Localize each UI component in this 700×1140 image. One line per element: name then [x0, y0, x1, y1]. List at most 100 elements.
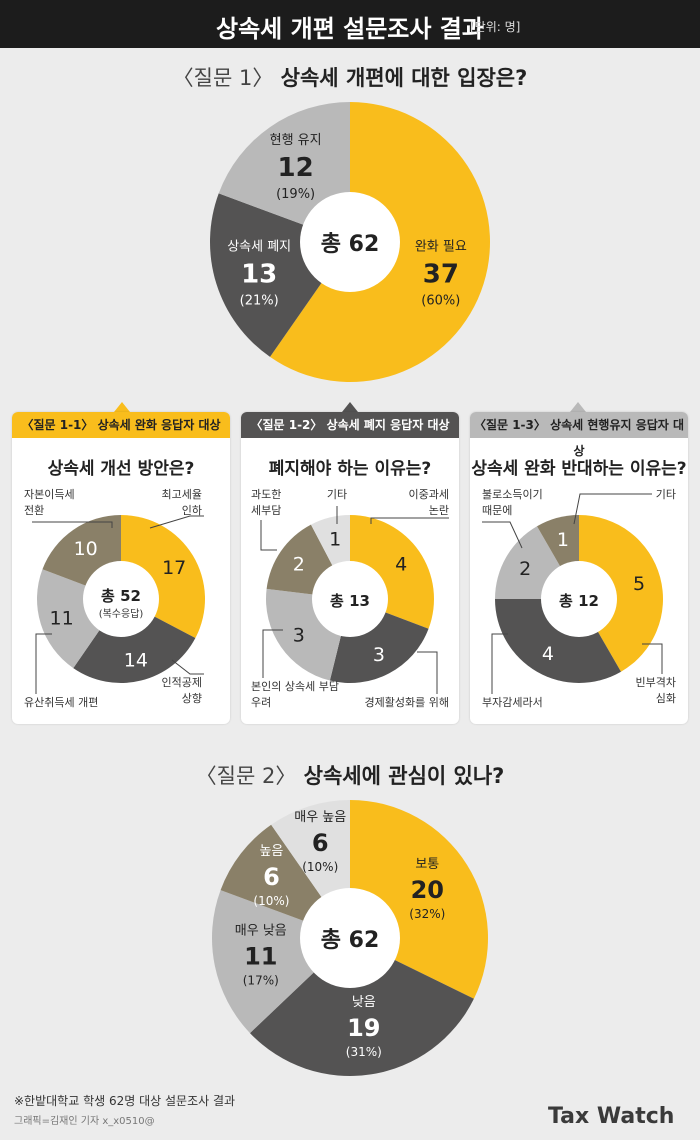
slice-label: 보통 — [415, 857, 439, 872]
outside-label: 빈부격차 — [636, 676, 676, 689]
leader-line — [32, 521, 113, 528]
q1-prefix: 〈질문 1〉 — [172, 66, 274, 90]
outside-label: 과도한 — [251, 488, 281, 501]
slice-value: 2 — [519, 558, 531, 580]
slice-percent: (21%) — [240, 293, 279, 308]
pie-slice — [73, 599, 196, 683]
leader-line — [417, 651, 438, 694]
q1-pie-chart: 완화 필요 37 (60%) 상속세 폐지 13 (21%) 현행 유지 12 (19%) 총 6… — [210, 102, 490, 383]
slice-value: 3 — [293, 624, 305, 646]
outside-label: 상향 — [182, 692, 202, 705]
outside-label: 인하 — [182, 503, 202, 517]
pie-hole — [83, 561, 159, 637]
slice-percent: (17%) — [243, 973, 279, 987]
slice-label: 매우 높음 — [294, 810, 346, 825]
center-total: 총 13 — [330, 592, 370, 610]
outside-label: 우려 — [251, 696, 271, 709]
slice-value: 2 — [293, 554, 305, 576]
credit: 그래픽=김재인 기자 x_x0510@ — [14, 1116, 155, 1127]
unit-label: [단위: 명] — [470, 20, 521, 34]
q1-center-total: 총 62 — [321, 232, 380, 257]
slice-label: 완화 필요 — [415, 239, 467, 254]
outside-label: 유산취득세 개편 — [24, 696, 98, 709]
center-total: 총 12 — [559, 592, 599, 610]
outside-label: 인적공제 — [162, 676, 202, 689]
slice-value: 4 — [542, 643, 554, 665]
leader-line — [370, 517, 449, 524]
outside-label: 세부담 — [251, 504, 281, 517]
center-sub: (복수응답) — [99, 608, 144, 620]
pie-slice — [579, 515, 663, 672]
leader-line — [491, 633, 508, 694]
slice-value: 19 — [347, 1014, 380, 1042]
slice-value: 6 — [312, 829, 329, 857]
outside-label: 논란 — [429, 504, 449, 517]
outside-label: 전환 — [24, 504, 44, 517]
pie-hole — [300, 192, 400, 292]
card-q1-2-title: 폐지해야 하는 이유는? — [268, 459, 432, 479]
card-q1-1-title: 상속세 개선 방안은? — [47, 459, 195, 479]
pie-hole — [541, 561, 617, 637]
outside-label: 불로소득이기 — [482, 488, 543, 501]
outside-label: 때문에 — [482, 504, 512, 517]
card-q1-2-header: 〈질문 1-2〉 상속세 폐지 응답자 대상 — [241, 412, 459, 438]
slice-value: 11 — [50, 607, 74, 629]
slice-value: 1 — [557, 529, 569, 551]
q2-prefix: 〈질문 2〉 — [195, 764, 297, 788]
slice-value: 14 — [124, 649, 148, 671]
leader-line — [171, 659, 204, 675]
slice-value: 5 — [633, 573, 645, 595]
leader-line — [35, 633, 52, 694]
outside-label: 이중과세 — [409, 488, 449, 501]
leader-line — [260, 520, 277, 551]
slice-value: 17 — [162, 557, 186, 579]
slice-value: 1 — [329, 529, 341, 551]
slice-percent: (10%) — [253, 894, 289, 908]
outside-label: 경제활성화를 위해 — [365, 695, 449, 709]
slice-value: 3 — [373, 644, 385, 666]
card2-pointer — [342, 402, 358, 412]
slice-value: 10 — [74, 538, 98, 560]
leader-line — [149, 515, 204, 529]
outside-label: 심화 — [656, 692, 676, 705]
slice-percent: (31%) — [346, 1045, 382, 1059]
slice-label: 높음 — [259, 844, 283, 859]
title-bar: 상속세 개편 설문조사 결과 [단위: 명] — [0, 0, 700, 48]
slice-percent: (60%) — [421, 293, 460, 308]
leader-line — [482, 521, 523, 549]
slice-value: 12 — [278, 153, 314, 183]
slice-value: 20 — [411, 876, 444, 904]
outside-label: 최고세율 — [162, 488, 202, 501]
card1-pointer — [114, 402, 130, 412]
pie-slice — [249, 938, 474, 1076]
slice-label: 상속세 폐지 — [227, 239, 291, 254]
q2-pie-chart: 보통 20 (32%) 낮음 19 (31%) 매우 낮음 11 (17%) 높음 6 (10%) 매우… — [212, 800, 489, 1076]
center-total: 총 52 — [101, 587, 141, 605]
q2-title: 〈질문 2〉 상속세에 관심이 있나? — [0, 760, 700, 790]
leader-line — [642, 643, 663, 674]
slice-label: 매우 낮음 — [235, 923, 287, 938]
slice-value: 11 — [244, 942, 277, 970]
q2-question: 상속세에 관심이 있나? — [303, 764, 505, 788]
slice-percent: (10%) — [302, 860, 338, 874]
card3-pointer — [570, 402, 586, 412]
leader-line — [573, 493, 652, 525]
footnote: ※한밭대학교 학생 62명 대상 설문조사 결과 — [14, 1094, 236, 1108]
outside-label: 기타 — [327, 488, 347, 501]
q1-question: 상속세 개편에 대한 입장은? — [280, 66, 528, 90]
page-title: 상속세 개편 설문조사 결과 — [216, 15, 484, 43]
slice-percent: (32%) — [409, 907, 445, 921]
card-q1-3-title: 상속세 완화 반대하는 이유는? — [471, 459, 687, 479]
slice-label: 현행 유지 — [270, 132, 322, 148]
brand-logo: Tax Watch — [548, 1104, 675, 1129]
slice-value: 4 — [395, 554, 407, 576]
leader-line — [262, 629, 283, 678]
card-q1-3-header: 〈질문 1-3〉 상속세 현행유지 응답자 대상 — [470, 412, 688, 458]
outside-label: 기타 — [656, 488, 676, 501]
q1-title: 〈질문 1〉 상속세 개편에 대한 입장은? — [0, 62, 700, 92]
pie-hole — [312, 561, 388, 637]
